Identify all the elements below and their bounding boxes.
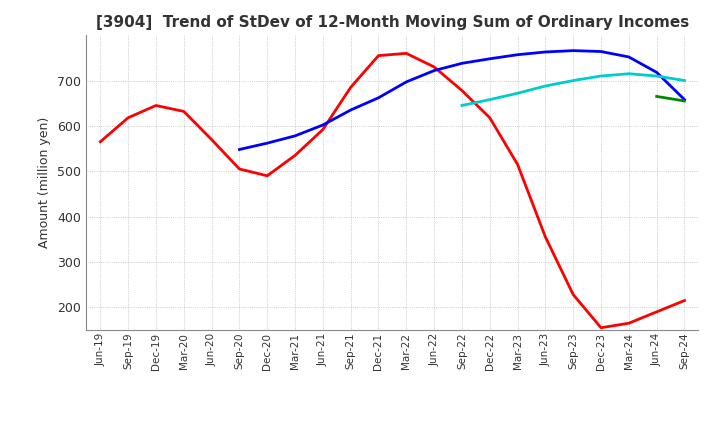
- 5 Years: [458, 61, 467, 66]
- 5 Years: [485, 56, 494, 62]
- Y-axis label: Amount (million yen): Amount (million yen): [38, 117, 51, 248]
- 7 Years: [680, 78, 689, 83]
- Line: 5 Years: 5 Years: [239, 51, 685, 150]
- 3 Years: [152, 103, 161, 108]
- 3 Years: [207, 137, 216, 142]
- 7 Years: [569, 78, 577, 83]
- 3 Years: [458, 88, 467, 93]
- Line: 10 Years: 10 Years: [657, 96, 685, 101]
- 3 Years: [597, 325, 606, 330]
- 10 Years: [680, 98, 689, 103]
- 3 Years: [179, 109, 188, 114]
- Title: [3904]  Trend of StDev of 12-Month Moving Sum of Ordinary Incomes: [3904] Trend of StDev of 12-Month Moving…: [96, 15, 689, 30]
- 3 Years: [652, 309, 661, 315]
- 3 Years: [346, 85, 355, 90]
- 3 Years: [402, 51, 410, 56]
- 5 Years: [680, 97, 689, 102]
- 5 Years: [374, 95, 383, 100]
- 3 Years: [430, 64, 438, 70]
- 3 Years: [291, 153, 300, 158]
- 3 Years: [680, 298, 689, 303]
- 7 Years: [458, 103, 467, 108]
- 7 Years: [513, 91, 522, 96]
- 5 Years: [569, 48, 577, 53]
- 5 Years: [291, 133, 300, 139]
- 3 Years: [485, 115, 494, 121]
- 5 Years: [263, 140, 271, 146]
- 5 Years: [235, 147, 243, 152]
- 3 Years: [541, 235, 550, 240]
- 3 Years: [124, 115, 132, 121]
- 7 Years: [485, 97, 494, 102]
- 5 Years: [652, 70, 661, 75]
- 3 Years: [96, 139, 104, 144]
- 5 Years: [430, 68, 438, 73]
- 3 Years: [235, 166, 243, 172]
- 3 Years: [263, 173, 271, 179]
- 7 Years: [652, 73, 661, 79]
- 3 Years: [513, 162, 522, 167]
- 3 Years: [318, 127, 327, 132]
- 5 Years: [346, 107, 355, 113]
- Line: 7 Years: 7 Years: [462, 74, 685, 106]
- 3 Years: [624, 321, 633, 326]
- 5 Years: [318, 122, 327, 128]
- 7 Years: [597, 73, 606, 79]
- 5 Years: [597, 49, 606, 54]
- 10 Years: [652, 94, 661, 99]
- 3 Years: [374, 53, 383, 58]
- 7 Years: [541, 83, 550, 88]
- 5 Years: [541, 49, 550, 55]
- 5 Years: [402, 79, 410, 84]
- 3 Years: [569, 292, 577, 297]
- 5 Years: [513, 52, 522, 57]
- Line: 3 Years: 3 Years: [100, 53, 685, 328]
- 7 Years: [624, 71, 633, 77]
- 5 Years: [624, 54, 633, 59]
